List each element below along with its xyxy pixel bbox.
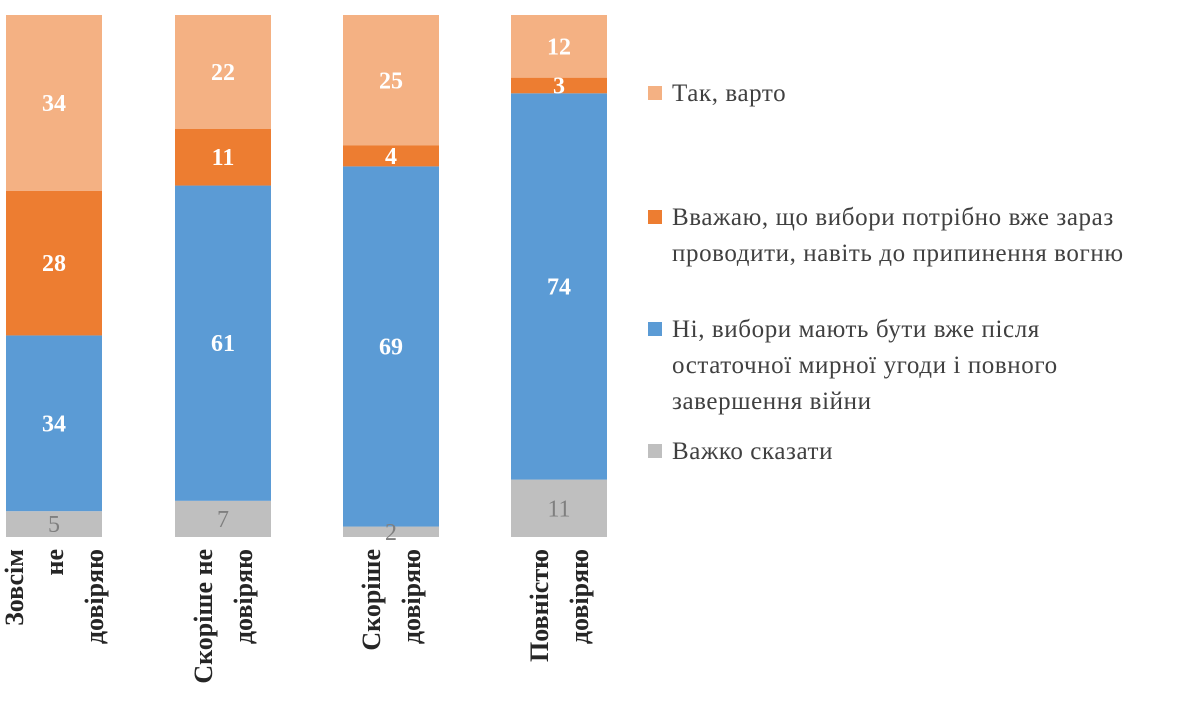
- data-label-3-4: 25: [379, 68, 403, 94]
- legend: Так, варто Вважаю, що вибори потрібно вже…: [648, 0, 1200, 716]
- data-label-2-2: 61: [211, 331, 235, 357]
- category-label-line: довіряю: [80, 549, 109, 644]
- bar-segment-2-3: [175, 128, 271, 186]
- data-label-1-3: 28: [42, 251, 66, 277]
- category-label-line: Повністю: [525, 549, 554, 662]
- legend-label: Ні, вибори мають бути вже після остаточно…: [672, 312, 1058, 420]
- legend-swatch: [648, 86, 662, 100]
- bar-segment-3-1: [343, 526, 439, 537]
- legend-item-1: Так, варто: [648, 76, 786, 112]
- bar-segment-4-3: [511, 77, 607, 94]
- legend-swatch: [648, 444, 662, 458]
- category-label-line: довіряю: [397, 549, 426, 644]
- category-label-line: довіряю: [229, 549, 258, 644]
- bar-segment-2-4: [175, 15, 271, 129]
- data-label-2-1: 7: [217, 507, 229, 533]
- category-label-line: Скоріше не: [189, 549, 218, 684]
- data-label-4-4: 12: [547, 34, 571, 60]
- legend-label-line: завершення війни: [672, 388, 872, 415]
- legend-label-line: Ні, вибори мають бути вже після: [672, 316, 1040, 343]
- legend-swatch: [648, 322, 662, 336]
- legend-label: Важко сказати: [672, 434, 833, 470]
- bar-segment-3-4: [343, 15, 439, 146]
- category-label-1: Зовсім не довіряю: [0, 549, 109, 644]
- legend-label-line: проводити, навіть до припинення вогню: [672, 240, 1124, 267]
- data-label-3-1: 2: [385, 520, 397, 546]
- bar-segment-3-3: [343, 145, 439, 167]
- data-label-4-1: 11: [547, 496, 570, 522]
- legend-label: Вважаю, що вибори потрібно вже зараз пров…: [672, 200, 1124, 272]
- category-label-line: не: [40, 549, 69, 576]
- data-label-4-3: 3: [553, 73, 565, 99]
- data-label-1-1: 5: [48, 512, 60, 538]
- bars-group: [6, 15, 607, 537]
- bar-segment-2-1: [175, 500, 271, 537]
- category-label-line: довіряю: [565, 549, 594, 644]
- data-label-4-2: 74: [547, 274, 571, 300]
- legend-label: Так, варто: [672, 76, 786, 112]
- legend-item-2: Вважаю, що вибори потрібно вже зараз пров…: [648, 200, 1124, 272]
- category-labels-group: Зовсім не довіряю Скоріше не довіряю Скоріше д…: [0, 549, 594, 684]
- category-label-line: Зовсім: [0, 549, 29, 626]
- legend-label-line: Важко сказати: [672, 438, 834, 465]
- data-label-3-3: 4: [385, 144, 397, 170]
- category-label-line: Скоріше: [357, 549, 386, 651]
- category-label-4: Повністю довіряю: [525, 549, 594, 662]
- data-label-2-3: 11: [212, 145, 235, 171]
- data-label-1-2: 34: [42, 411, 66, 437]
- category-label-3: Скоріше довіряю: [357, 549, 426, 651]
- data-label-2-4: 22: [211, 60, 235, 86]
- legend-label-line: Вважаю, що вибори потрібно вже зараз: [672, 204, 1114, 231]
- bar-segment-3-2: [343, 166, 439, 527]
- legend-swatch: [648, 210, 662, 224]
- bar-segment-1-4: [6, 15, 102, 191]
- category-label-2: Скоріше не довіряю: [189, 549, 258, 684]
- bar-segment-1-3: [6, 190, 102, 336]
- data-label-3-2: 69: [379, 334, 403, 360]
- bar-segment-1-2: [6, 335, 102, 512]
- legend-item-3: Ні, вибори мають бути вже після остаточно…: [648, 312, 1058, 420]
- bar-segment-4-4: [511, 15, 607, 78]
- data-label-1-4: 34: [42, 91, 66, 117]
- legend-label-line: Так, варто: [672, 80, 787, 107]
- bar-segment-2-2: [175, 185, 271, 501]
- bar-segment-4-2: [511, 93, 607, 480]
- bar-segment-4-1: [511, 479, 607, 537]
- legend-item-4: Важко сказати: [648, 434, 833, 470]
- legend-label-line: остаточної мирної угоди і повного: [672, 352, 1058, 379]
- bar-segment-1-1: [6, 511, 102, 537]
